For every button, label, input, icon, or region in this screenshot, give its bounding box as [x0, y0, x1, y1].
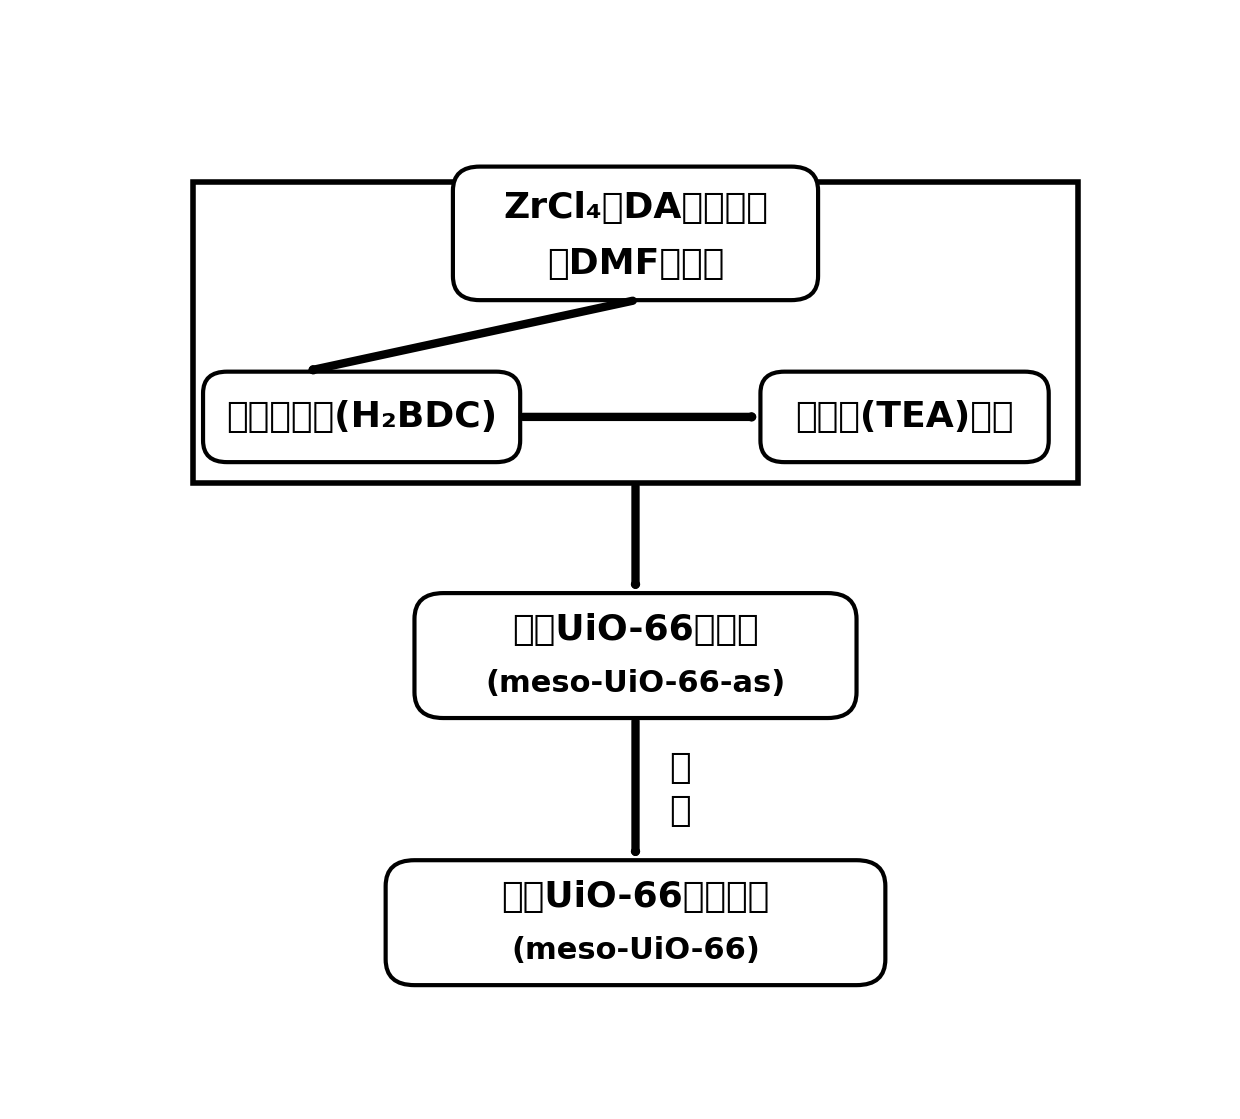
Text: 对苯二甲酸(H₂BDC): 对苯二甲酸(H₂BDC) — [226, 399, 497, 434]
FancyBboxPatch shape — [760, 372, 1049, 462]
FancyBboxPatch shape — [414, 593, 857, 718]
Text: 活: 活 — [670, 751, 691, 784]
Text: ZrCl₄和DA超声溶解: ZrCl₄和DA超声溶解 — [503, 190, 768, 225]
Text: 于DMF溶液中: 于DMF溶液中 — [547, 246, 724, 281]
FancyBboxPatch shape — [386, 861, 885, 985]
Text: (meso-UiO-66): (meso-UiO-66) — [511, 935, 760, 965]
Bar — [193, 181, 1078, 483]
FancyBboxPatch shape — [453, 167, 818, 300]
Text: 介孔UiO-66纳米颗粒: 介孔UiO-66纳米颗粒 — [501, 880, 770, 914]
Text: 介孔UiO-66前驱体: 介孔UiO-66前驱体 — [512, 613, 759, 647]
Text: 化: 化 — [670, 793, 691, 828]
Text: (meso-UiO-66-as): (meso-UiO-66-as) — [485, 669, 786, 697]
FancyBboxPatch shape — [203, 372, 521, 462]
Text: 三乙胺(TEA)溶液: 三乙胺(TEA)溶液 — [795, 399, 1014, 434]
